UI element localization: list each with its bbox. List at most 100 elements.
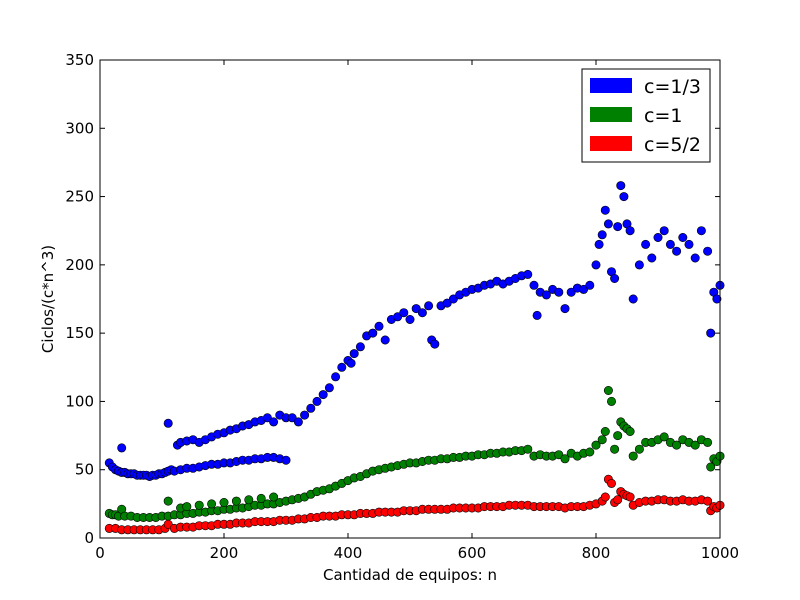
x-tick-label-600: 600: [458, 544, 487, 562]
point-c-1-86: [560, 454, 570, 464]
point-c-1-3-116: [600, 205, 610, 215]
legend-swatch-c-1: [590, 107, 632, 122]
point-c-1-101: [625, 426, 635, 436]
point-c-1-3-105: [541, 290, 551, 300]
point-c-1-3-69: [337, 362, 347, 372]
point-c-1-3-5: [117, 443, 127, 453]
point-c-1-36: [256, 493, 266, 503]
legend-label-c-1-3: c=1/3: [644, 76, 701, 98]
y-tick-label-50: 50: [75, 461, 94, 479]
point-c-1-3-115: [597, 230, 607, 240]
point-c-1-3-128: [647, 253, 657, 263]
point-c-1-21: [194, 500, 204, 510]
point-c-1-3-77: [380, 335, 390, 345]
point-c-1-3-76: [374, 321, 384, 331]
axis-ticks: 0 200 400 600 800 1000 0 50 100 150 200 250 300 350: [65, 51, 739, 562]
point-c-1-3-68: [331, 372, 341, 382]
legend-swatch-c-1-3: [590, 78, 632, 93]
point-c-1-3-65: [312, 396, 322, 406]
y-tick-label-350: 350: [65, 51, 94, 69]
point-c-1-103: [634, 444, 644, 454]
point-c-1-109: [672, 440, 682, 450]
point-c-1-3-66: [318, 390, 328, 400]
point-c-1-3-119: [610, 273, 620, 283]
point-c-1-96: [610, 444, 620, 454]
point-c-1-107: [659, 432, 669, 442]
point-c-1-3-61: [287, 413, 297, 423]
point-c-1-3-73: [355, 342, 365, 352]
point-c-1-3-63: [300, 410, 310, 420]
y-tick-label-100: 100: [65, 392, 94, 410]
point-c-1-3-122: [619, 192, 629, 202]
point-c-1-3-84: [424, 301, 434, 311]
point-c-1-97: [613, 431, 623, 441]
point-c-1-3-137: [703, 246, 713, 256]
point-c-1-93: [600, 426, 610, 436]
point-c-1-92: [597, 435, 607, 445]
point-c-1-3-56: [269, 417, 279, 427]
point-c-1-33: [244, 495, 254, 505]
point-c-1-3-64: [306, 403, 316, 413]
legend-label-c-1: c=1: [644, 105, 682, 127]
y-tick-label-150: 150: [65, 324, 94, 342]
point-c-1-3-132: [672, 246, 682, 256]
point-c-1-3-108: [560, 304, 570, 314]
legend-swatch-c-5-2: [590, 136, 632, 151]
point-c-1-3-101: [523, 269, 533, 279]
point-c-1-90: [585, 447, 595, 457]
y-axis-label: Ciclos/(c*n^3): [39, 245, 57, 353]
x-tick-label-800: 800: [582, 544, 611, 562]
point-c-1-18: [182, 502, 192, 512]
point-c-1-3-103: [532, 310, 542, 320]
point-c-1-3-133: [678, 233, 688, 243]
point-c-5-2-83: [606, 478, 616, 488]
x-tick-label-0: 0: [95, 544, 105, 562]
point-c-1-3-72: [349, 349, 359, 359]
point-c-1-3-112: [585, 280, 595, 290]
point-c-1-3-130: [659, 226, 669, 236]
point-c-1-3-129: [653, 233, 663, 243]
y-tick-label-200: 200: [65, 256, 94, 274]
point-c-1-3-21: [163, 418, 173, 428]
point-c-5-2-89: [625, 492, 635, 502]
x-tick-label-1000: 1000: [701, 544, 739, 562]
point-c-1-112: [690, 440, 700, 450]
point-c-1-3-79: [393, 312, 403, 322]
point-c-1-3-81: [405, 314, 415, 324]
point-c-1-27: [219, 497, 229, 507]
legend-label-c-5-2: c=5/2: [644, 134, 701, 156]
point-c-1-3-71: [346, 358, 356, 368]
legend: c=1/3 c=1 c=5/2: [581, 68, 711, 163]
point-c-1-30: [231, 496, 241, 506]
point-c-5-2-85: [613, 495, 623, 505]
point-c-1-24: [207, 499, 217, 509]
point-c-1-95: [606, 396, 616, 406]
point-c-1-3-102: [529, 280, 539, 290]
point-c-1-3-136: [696, 226, 706, 236]
point-c-1-3-114: [594, 239, 604, 249]
x-tick-label-200: 200: [210, 544, 239, 562]
y-tick-label-250: 250: [65, 188, 94, 206]
point-c-1-91: [591, 440, 601, 450]
point-c-1-13: [163, 496, 173, 506]
point-c-1-3-117: [603, 219, 613, 229]
point-c-5-2-81: [600, 492, 610, 502]
point-c-1-3-140: [712, 294, 722, 304]
point-c-1-3-125: [628, 294, 638, 304]
point-c-1-3-54: [262, 413, 272, 423]
point-c-1-3-107: [554, 287, 564, 297]
point-c-1-3-138: [706, 328, 716, 338]
point-c-1-3-59: [281, 455, 291, 465]
point-c-1-85: [554, 450, 564, 460]
point-c-1-3-127: [641, 239, 651, 249]
data-points: [104, 181, 725, 535]
point-c-1-3-88: [442, 298, 452, 308]
point-c-1-3-82: [411, 304, 421, 314]
point-c-1-94: [603, 385, 613, 395]
point-c-5-2-10: [163, 519, 173, 529]
point-c-1-3-86: [430, 339, 440, 349]
point-c-1-102: [628, 451, 638, 461]
point-c-1-3-80: [399, 308, 409, 318]
